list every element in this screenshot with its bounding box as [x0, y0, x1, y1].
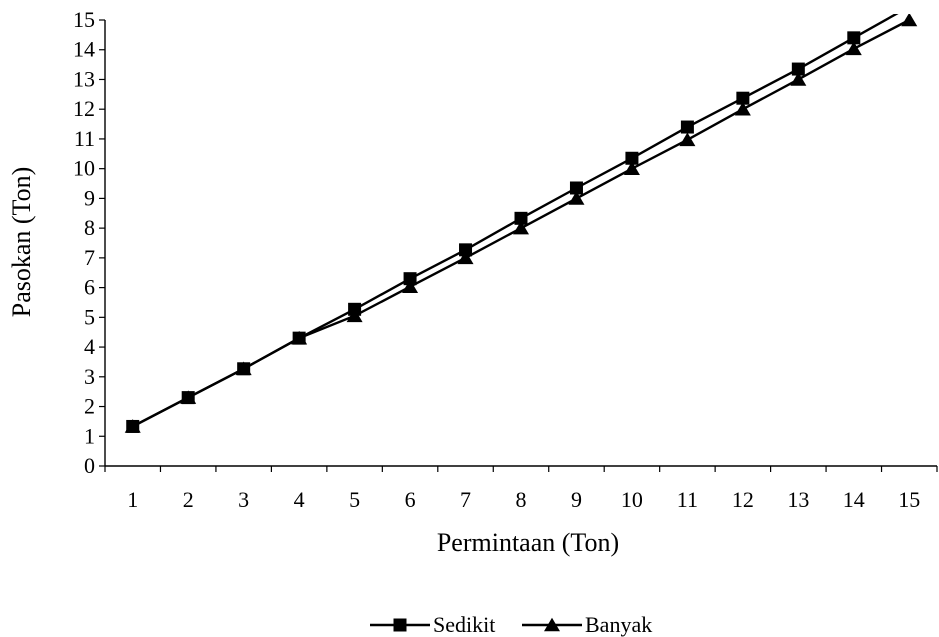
- x-tick-label: 4: [294, 487, 305, 512]
- legend-item-banyak: Banyak: [522, 612, 652, 637]
- legend-label: Banyak: [585, 612, 652, 637]
- data-point-banyak: [402, 279, 419, 294]
- x-tick-label: 2: [183, 487, 194, 512]
- x-tick-label: 7: [460, 487, 471, 512]
- y-tick-label: 8: [84, 215, 95, 240]
- y-tick-label: 4: [84, 334, 95, 359]
- x-axis-title: Permintaan (Ton): [437, 528, 619, 557]
- y-tick-label: 14: [73, 37, 95, 62]
- data-point-banyak: [568, 191, 585, 205]
- y-tick-label: 12: [73, 96, 95, 121]
- legend-item-sedikit: Sedikit: [370, 612, 495, 637]
- y-tick-label: 2: [84, 394, 95, 419]
- x-tick-label: 9: [571, 487, 582, 512]
- x-tick-label: 15: [898, 487, 920, 512]
- x-tick-label: 6: [405, 487, 416, 512]
- y-axis-title: Pasokan (Ton): [7, 167, 36, 318]
- data-point-banyak: [679, 132, 696, 147]
- x-tick-label: 10: [621, 487, 643, 512]
- legend-marker-square: [393, 618, 407, 632]
- x-tick-label: 13: [787, 487, 809, 512]
- y-tick-label: 15: [73, 7, 95, 32]
- y-tick-label: 9: [84, 185, 95, 210]
- series-layer: [124, 0, 918, 433]
- legend-label: Sedikit: [433, 612, 495, 637]
- y-tick-label: 0: [84, 453, 95, 478]
- data-point-sedikit: [403, 272, 417, 286]
- y-tick-label: 11: [74, 126, 95, 151]
- data-point-banyak: [235, 361, 252, 376]
- y-tick-label: 3: [84, 364, 95, 389]
- data-point-banyak: [346, 308, 363, 323]
- data-point-banyak: [845, 41, 862, 56]
- data-point-banyak: [291, 330, 308, 345]
- data-point-banyak: [901, 14, 918, 27]
- data-point-sedikit: [514, 211, 528, 225]
- data-point-sedikit: [569, 181, 583, 195]
- data-point-banyak: [124, 419, 141, 433]
- data-point-banyak: [457, 250, 474, 265]
- data-point-sedikit: [903, 0, 916, 13]
- x-tick-label: 14: [843, 487, 865, 512]
- data-point-banyak: [790, 72, 807, 86]
- data-point-sedikit: [680, 120, 694, 134]
- legend: Sedikit Banyak: [370, 612, 652, 637]
- data-point-banyak: [513, 220, 529, 235]
- x-tick-label: 1: [127, 487, 138, 512]
- legend-marker-triangle: [544, 617, 560, 632]
- data-point-banyak: [623, 161, 640, 175]
- x-tick-label: 11: [677, 487, 698, 512]
- data-point-sedikit: [791, 62, 805, 76]
- y-tick-label: 7: [84, 245, 95, 270]
- x-tick-label: 3: [238, 487, 249, 512]
- data-point-banyak: [180, 390, 197, 404]
- data-point-sedikit: [459, 243, 473, 257]
- x-tick-label: 8: [516, 487, 527, 512]
- x-tick-label: 5: [349, 487, 360, 512]
- y-tick-label: 1: [84, 423, 95, 448]
- x-tick-label: 12: [732, 487, 754, 512]
- y-tick-label: 6: [84, 275, 95, 300]
- y-tick-label: 10: [73, 156, 95, 181]
- data-point-banyak: [734, 101, 751, 116]
- y-tick-label: 5: [84, 304, 95, 329]
- data-point-sedikit: [736, 91, 750, 105]
- data-point-sedikit: [625, 151, 639, 165]
- y-tick-label: 13: [73, 66, 95, 91]
- series-banyak: [124, 14, 918, 433]
- data-point-sedikit: [847, 31, 861, 45]
